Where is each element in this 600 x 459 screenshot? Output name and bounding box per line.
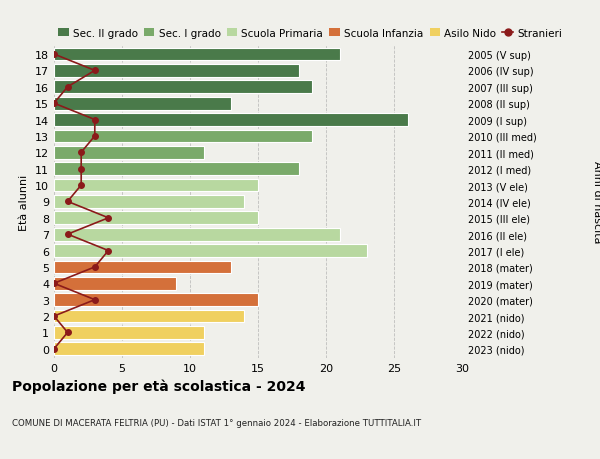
Bar bbox=[54, 212, 258, 224]
Bar bbox=[54, 196, 244, 208]
Bar bbox=[54, 49, 340, 61]
Legend: Sec. II grado, Sec. I grado, Scuola Primaria, Scuola Infanzia, Asilo Nido, Stran: Sec. II grado, Sec. I grado, Scuola Prim… bbox=[54, 24, 566, 43]
Bar bbox=[54, 228, 340, 241]
Bar bbox=[54, 343, 203, 355]
Bar bbox=[54, 98, 231, 110]
Y-axis label: Età alunni: Età alunni bbox=[19, 174, 29, 230]
Bar bbox=[54, 326, 203, 339]
Bar bbox=[54, 277, 176, 290]
Bar bbox=[54, 310, 244, 323]
Bar bbox=[54, 65, 299, 78]
Text: Anni di nascita: Anni di nascita bbox=[592, 161, 600, 243]
Bar bbox=[54, 130, 313, 143]
Bar bbox=[54, 261, 231, 274]
Text: Popolazione per età scolastica - 2024: Popolazione per età scolastica - 2024 bbox=[12, 379, 305, 393]
Bar bbox=[54, 146, 203, 159]
Bar bbox=[54, 114, 407, 127]
Bar bbox=[54, 179, 258, 192]
Bar bbox=[54, 294, 258, 306]
Bar bbox=[54, 163, 299, 176]
Bar bbox=[54, 245, 367, 257]
Bar bbox=[54, 81, 313, 94]
Text: COMUNE DI MACERATA FELTRIA (PU) - Dati ISTAT 1° gennaio 2024 - Elaborazione TUTT: COMUNE DI MACERATA FELTRIA (PU) - Dati I… bbox=[12, 418, 421, 427]
